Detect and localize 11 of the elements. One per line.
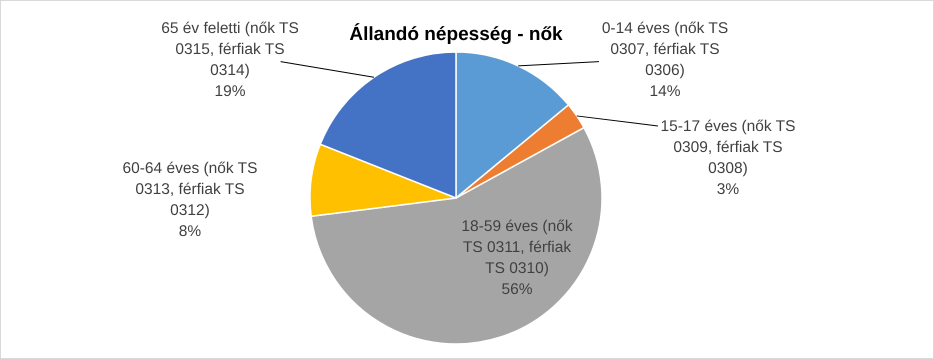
data-label: 8% xyxy=(178,223,202,240)
slice-label: 60-64 éves (nők TS 0313, férfiak TS 0312) xyxy=(122,160,258,219)
data-label: 56% xyxy=(501,281,533,298)
data-label: 3% xyxy=(716,181,740,198)
chart-title: Állandó népesség - nők xyxy=(349,23,564,45)
data-label: 14% xyxy=(649,83,681,100)
slice-label: 15-17 éves (nők TS 0309, férfiak TS 0308) xyxy=(660,118,796,177)
slice-label: 18-59 éves (nők TS 0311, férfiak TS 0310) xyxy=(461,218,573,277)
slice-label: 0-14 éves (nők TS 0307, férfiak TS 0306) xyxy=(602,20,728,79)
data-label: 19% xyxy=(214,83,246,100)
slice-label: 65 év feletti (nők TS 0315, férfiak TS 0314) xyxy=(161,20,299,79)
